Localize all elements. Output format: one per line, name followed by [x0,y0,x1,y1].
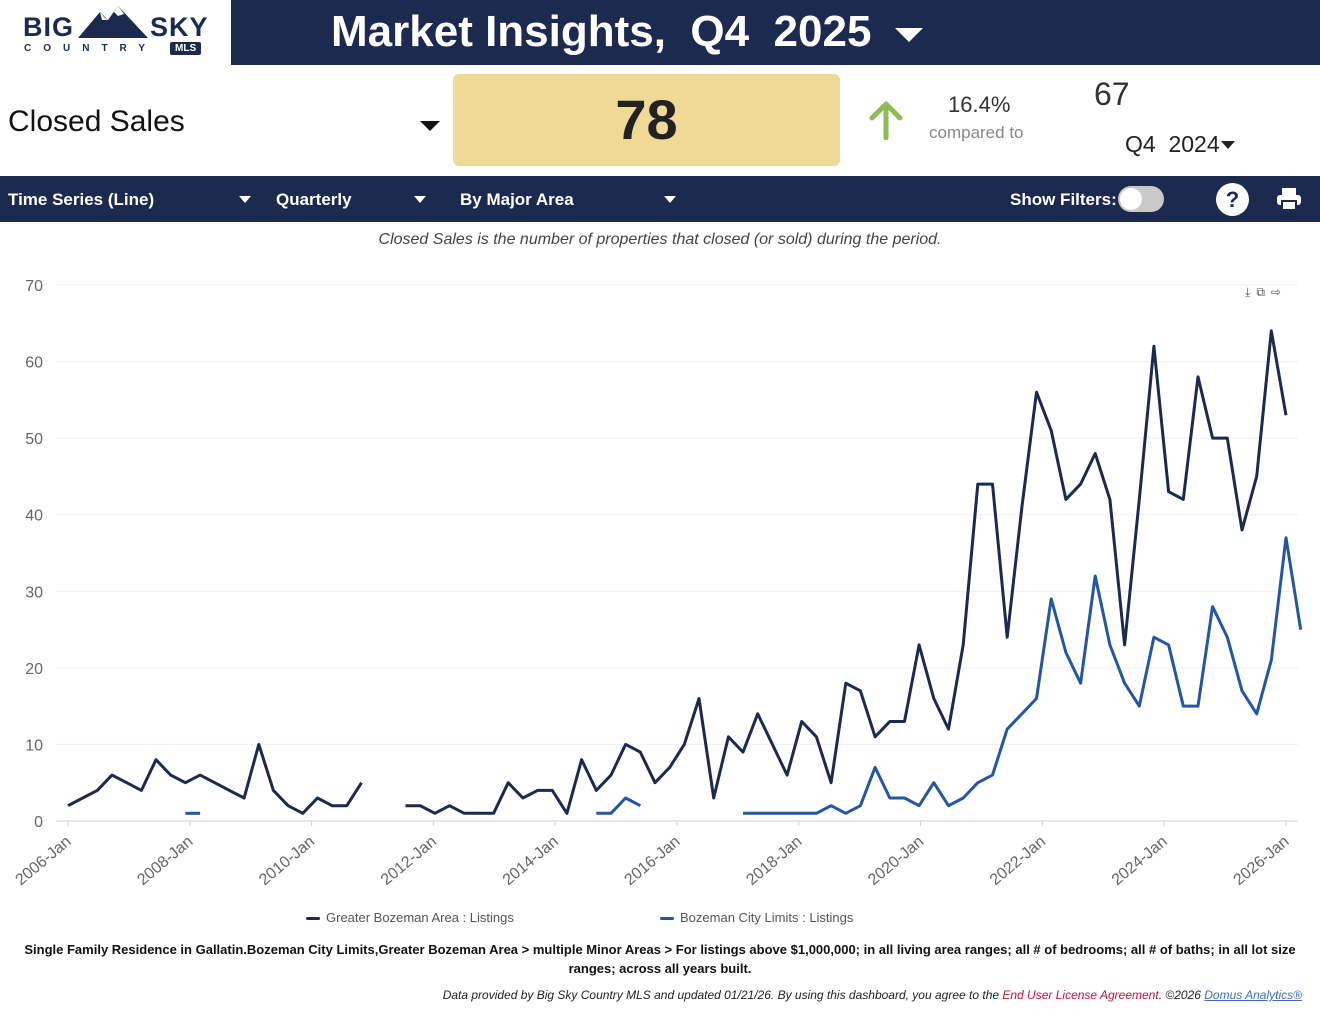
x-tick-label: 2010-Jan [256,833,318,889]
x-tick-label: 2026-Jan [1231,833,1293,889]
toggle-knob [1120,188,1142,210]
compared-label: compared to [929,123,1024,142]
grid [56,284,1298,822]
title-bar: Market Insights, Q4 2025 [231,0,1320,65]
x-axis: 2006-Jan 2008-Jan 2010-Jan 2012-Jan 2014-Jan… [13,821,1293,889]
logo-big: BIG [23,12,75,42]
x-tick-label: 2022-Jan [987,833,1049,889]
x-tick-label: 2012-Jan [378,833,440,889]
y-tick-label: 0 [34,814,43,831]
grouping-dropdown-icon[interactable] [664,196,676,203]
x-tick-label: 2008-Jan [134,833,196,889]
y-tick-label: 70 [25,278,43,295]
eula-link[interactable]: End User License Agreement [1002,988,1159,1002]
legend-label: Bozeman City Limits : Listings [680,910,854,925]
legend-item-bozeman-city[interactable]: Bozeman City Limits : Listings [660,910,853,925]
x-tick-label: 2018-Jan [743,833,805,889]
filters-summary: Single Family Residence in Gallatin.Boze… [24,942,1296,976]
y-tick-label: 60 [25,355,43,372]
chart-type-dropdown-icon[interactable] [239,196,251,203]
y-tick-label: 10 [25,737,43,754]
legend-swatch [306,917,320,921]
help-button[interactable]: ? [1216,183,1249,216]
compare-period-dropdown-icon[interactable] [1221,141,1235,149]
copy-icon[interactable]: ⧉ [1256,285,1271,299]
domus-link[interactable]: Domus Analytics® [1204,988,1302,1002]
logo: BIG SKY COUNTRY MLS [0,0,231,65]
footer-text: Data provided by Big Sky Country MLS and… [442,988,1003,1002]
metric-select[interactable]: Closed Sales [8,105,185,138]
legend-item-greater-bozeman[interactable]: Greater Bozeman Area : Listings [306,910,514,925]
compare-period-select[interactable]: Q4 2024 [1125,131,1220,157]
y-tick-label: 20 [25,661,43,678]
frequency-dropdown-icon[interactable] [414,196,426,203]
show-filters-label: Show Filters: [1010,190,1117,209]
grouping-select[interactable]: By Major Area [460,190,574,209]
footer: Data provided by Big Sky Country MLS and… [443,988,1302,1002]
x-tick-label: 2020-Jan [865,833,927,889]
logo-sky: SKY [150,12,209,42]
copyright-text: . ©2026 [1158,988,1205,1002]
y-tick-label: 40 [25,508,43,525]
logo-country: COUNTRY [24,43,158,54]
period-dropdown-icon[interactable] [895,28,923,42]
legend-label: Greater Bozeman Area : Listings [326,910,514,925]
x-tick-label: 2014-Jan [500,833,562,889]
series-lines [67,329,1303,815]
greater-bozeman-line[interactable] [67,742,363,815]
greater-bozeman-line[interactable] [405,329,1288,815]
chart-type-select[interactable]: Time Series (Line) [8,190,155,209]
legend-swatch [660,917,674,921]
line-chart: 0 10 20 30 40 50 60 70 2006-Jan 2008-Jan 2010-Jan… [13,278,1303,889]
share-icon[interactable]: ⇨ [1270,285,1287,299]
metric-value: 78 [453,74,840,166]
y-axis: 0 10 20 30 40 50 60 70 [25,278,43,831]
logo-mls: MLS [170,42,202,55]
page-title[interactable]: Market Insights, Q4 2025 [331,7,872,56]
y-tick-label: 30 [25,584,43,601]
bozeman-city-line[interactable] [596,796,641,815]
up-arrow-icon [869,101,903,140]
frequency-select[interactable]: Quarterly [276,190,352,209]
mountain-icon [78,6,148,38]
y-tick-label: 50 [25,431,43,448]
toolbar: Time Series (Line) Quarterly By Major Ar… [0,176,1320,222]
x-tick-label: 2016-Jan [622,833,684,889]
previous-value: 67 [1094,76,1130,112]
x-tick-label: 2006-Jan [13,833,75,889]
change-percent: 16.4% [948,92,1011,117]
show-filters-toggle[interactable] [1118,186,1164,212]
chart-export-icons[interactable]: ⤓⧉⇨ [1245,285,1287,300]
download-icon[interactable]: ⤓ [1245,285,1257,299]
metric-description: Closed Sales is the number of properties… [378,231,942,248]
bozeman-city-line[interactable] [743,536,1303,815]
x-tick-label: 2024-Jan [1109,833,1171,889]
print-icon[interactable] [1276,186,1302,212]
metric-dropdown-icon[interactable] [420,121,440,131]
